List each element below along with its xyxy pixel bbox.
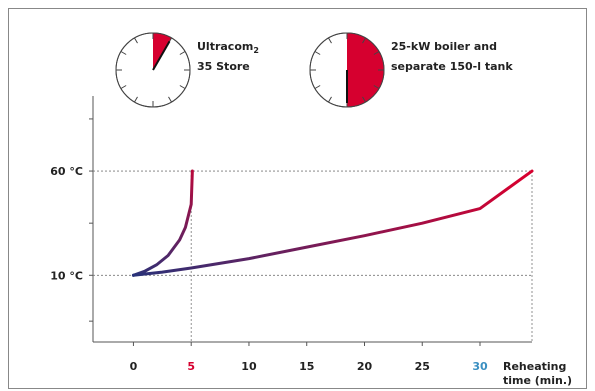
x-tick-label: 5 xyxy=(187,360,195,373)
x-axis-label-line1: Reheating xyxy=(503,360,566,373)
clock-1-label-subscript: 2 xyxy=(253,46,259,55)
clock-elapsed-sector xyxy=(347,33,384,107)
clock-hand xyxy=(152,40,171,71)
clock-1-label-line1: Ultracom2 xyxy=(197,40,259,55)
clock-2-label-line1: 25-kW boiler and xyxy=(391,40,497,53)
x-tick-label: 25 xyxy=(415,360,430,373)
clock-1-label-line2: 35 Store xyxy=(197,60,250,73)
clock-2-label-line2: separate 150-l tank xyxy=(391,60,513,73)
x-tick-label: 15 xyxy=(299,360,314,373)
clock-hour-tick xyxy=(362,37,366,44)
x-axis-label-line2: time (min.) xyxy=(503,374,572,387)
clock-2 xyxy=(309,32,385,108)
clock-hour-tick xyxy=(373,51,380,55)
clock-hour-tick xyxy=(120,51,127,55)
ticks-group: 0 5 10 15 20 25 30 10 °C 60 °C xyxy=(50,165,488,373)
x-tick-label: 10 xyxy=(241,360,257,373)
y-tick-label: 10 °C xyxy=(50,269,83,282)
clocks-group xyxy=(115,32,385,108)
clock-hour-tick xyxy=(362,96,366,103)
clock-hour-tick xyxy=(328,96,332,103)
y-tick-label: 60 °C xyxy=(50,165,83,178)
clock-hour-tick xyxy=(120,85,127,89)
clock-hour-tick xyxy=(134,96,138,103)
series-group xyxy=(131,169,534,277)
x-tick-label: 20 xyxy=(357,360,373,373)
clock-hour-tick xyxy=(373,85,380,89)
x-tick-label: 0 xyxy=(130,360,138,373)
reference-lines xyxy=(93,170,533,342)
clock-hour-tick xyxy=(179,85,186,89)
clock-hour-tick xyxy=(314,51,321,55)
x-tick-label: 30 xyxy=(472,360,488,373)
axes-group xyxy=(89,96,532,343)
clock-1 xyxy=(115,32,191,108)
clock-hour-tick xyxy=(328,37,332,44)
clock-hour-tick xyxy=(179,51,186,55)
series-line-1 xyxy=(131,169,194,277)
clock-hour-tick xyxy=(134,37,138,44)
series-line-2 xyxy=(131,169,534,277)
clock-hour-tick xyxy=(168,96,172,103)
clock-hour-tick xyxy=(314,85,321,89)
figure-border xyxy=(8,8,587,389)
